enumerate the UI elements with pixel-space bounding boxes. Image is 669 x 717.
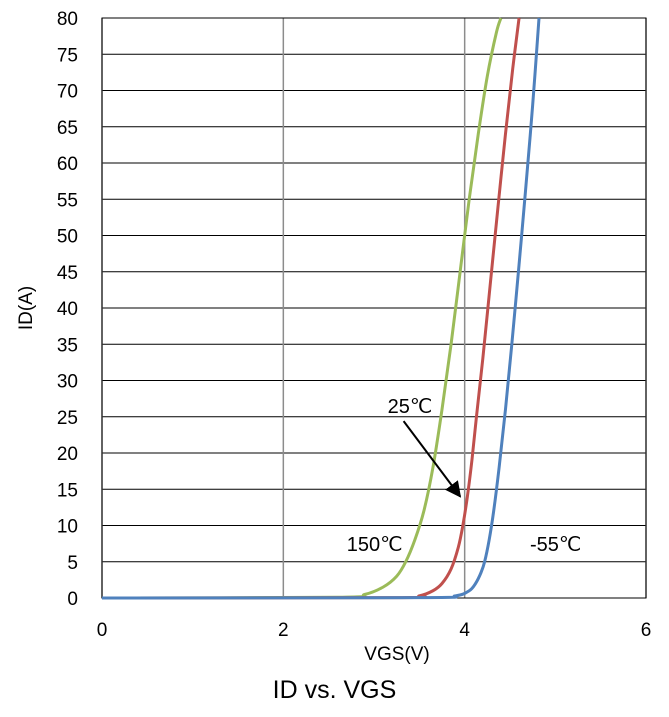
y-tick-label: 30 [57,372,78,393]
x-tick-label: 6 [641,620,652,641]
annotation-arrow [402,420,462,498]
y-tick-label: 50 [57,227,78,248]
y-tick-label: 0 [67,589,78,610]
series-line-1 [101,17,503,600]
y-tick-label: 65 [57,118,78,139]
y-tick-label: 35 [57,335,78,356]
chart-title: ID vs. VGS [272,676,397,704]
y-tick-label: 60 [57,154,78,175]
x-tick-label: 0 [97,620,108,641]
y-tick-labels: 0 5 10 15 20 25 30 35 40 45 50 55 60 65 70 75 80 [57,9,78,610]
x-tick-label: 2 [278,620,289,641]
x-tick-label: 4 [459,620,470,641]
y-tick-label: 20 [57,444,78,465]
annotation-label-1: 150℃ [347,534,403,556]
y-tick-label: 5 [67,553,78,574]
y-tick-label: 75 [57,45,78,66]
series-line-3 [101,17,541,600]
y-tick-label: 40 [57,299,78,320]
annotation-label-3: -55℃ [530,534,581,556]
y-axis-label: ID(A) [16,286,37,330]
annotation-label-2: 25℃ [388,396,433,418]
y-tick-label: 15 [57,480,78,501]
y-tick-label: 45 [57,263,78,284]
y-tick-label: 25 [57,408,78,429]
y-tick-label: 10 [57,517,78,538]
gridlines [101,17,647,599]
x-tick-labels: 0 2 4 6 [97,620,652,641]
y-tick-label: 80 [57,9,78,30]
x-axis-label: VGS(V) [364,644,429,665]
y-tick-label: 70 [57,82,78,103]
annotations: 150℃ 25℃ -55℃ [347,396,582,556]
y-tick-label: 55 [57,190,78,211]
series-group [101,17,541,600]
